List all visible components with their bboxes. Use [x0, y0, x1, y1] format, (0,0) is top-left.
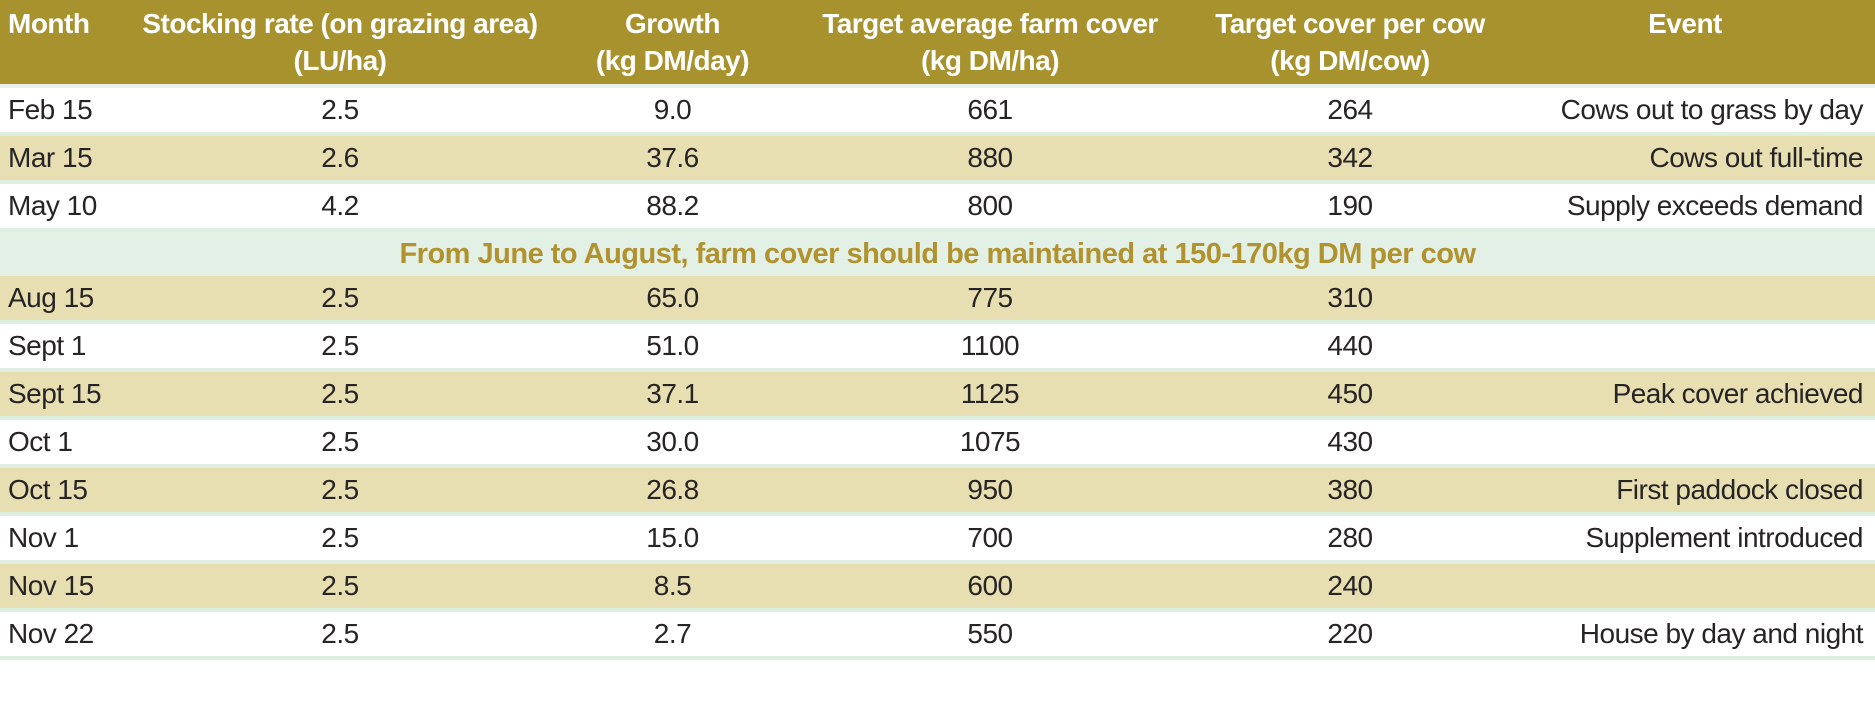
cell-month: Oct 15	[0, 468, 110, 516]
cell-cover-per-cow: 190	[1205, 184, 1495, 232]
table-row: Oct 15 2.5 26.8 950 380 First paddock closed	[0, 468, 1875, 516]
cell-farm-cover: 661	[775, 88, 1205, 136]
cell-stocking-rate: 2.5	[110, 612, 570, 660]
table-row: Sept 15 2.5 37.1 1125 450 Peak cover achieved	[0, 372, 1875, 420]
cell-month: Nov 22	[0, 612, 110, 660]
table-row: Nov 1 2.5 15.0 700 280 Supplement introduced	[0, 516, 1875, 564]
cell-month: Mar 15	[0, 136, 110, 184]
cell-farm-cover: 700	[775, 516, 1205, 564]
note-text: From June to August, farm cover should b…	[0, 232, 1875, 276]
table-row: Aug 15 2.5 65.0 775 310	[0, 276, 1875, 324]
header-cover-per-cow-label: Target cover per cow	[1215, 8, 1485, 39]
cell-stocking-rate: 2.5	[110, 564, 570, 612]
cell-stocking-rate: 2.5	[110, 420, 570, 468]
cell-cover-per-cow: 342	[1205, 136, 1495, 184]
table-body: Feb 15 2.5 9.0 661 264 Cows out to grass by d…	[0, 88, 1875, 660]
note-row: From June to August, farm cover should b…	[0, 232, 1875, 276]
cell-farm-cover: 950	[775, 468, 1205, 516]
table-row: Mar 15 2.6 37.6 880 342 Cows out full-time	[0, 136, 1875, 184]
cell-event: Supply exceeds demand	[1495, 184, 1875, 232]
cell-growth: 2.7	[570, 612, 775, 660]
cell-farm-cover: 800	[775, 184, 1205, 232]
header-growth-label: Growth	[625, 8, 721, 39]
header-stocking-rate-label: Stocking rate (on grazing area)	[142, 8, 538, 39]
cell-growth: 65.0	[570, 276, 775, 324]
header-month: Month	[0, 0, 110, 88]
cell-cover-per-cow: 440	[1205, 324, 1495, 372]
cell-stocking-rate: 2.5	[110, 324, 570, 372]
header-row: Month Stocking rate (on grazing area) (L…	[0, 0, 1875, 88]
table-row: Oct 1 2.5 30.0 1075 430	[0, 420, 1875, 468]
cell-stocking-rate: 2.5	[110, 468, 570, 516]
cell-growth: 30.0	[570, 420, 775, 468]
table-row: Feb 15 2.5 9.0 661 264 Cows out to grass by d…	[0, 88, 1875, 136]
cell-growth: 26.8	[570, 468, 775, 516]
cell-event: First paddock closed	[1495, 468, 1875, 516]
table-row: Nov 15 2.5 8.5 600 240	[0, 564, 1875, 612]
cell-event: Supplement introduced	[1495, 516, 1875, 564]
header-event-label: Event	[1648, 8, 1722, 39]
cell-farm-cover: 1100	[775, 324, 1205, 372]
cell-month: Feb 15	[0, 88, 110, 136]
cell-cover-per-cow: 380	[1205, 468, 1495, 516]
cell-growth: 9.0	[570, 88, 775, 136]
table-row: Sept 1 2.5 51.0 1100 440	[0, 324, 1875, 372]
header-farm-cover-label: Target average farm cover	[822, 8, 1158, 39]
header-event: Event	[1495, 0, 1875, 88]
cell-stocking-rate: 2.5	[110, 276, 570, 324]
table-row: May 10 4.2 88.2 800 190 Supply exceeds demand	[0, 184, 1875, 232]
cell-event: Cows out full-time	[1495, 136, 1875, 184]
cell-stocking-rate: 2.5	[110, 516, 570, 564]
cell-month: Oct 1	[0, 420, 110, 468]
cell-event: House by day and night	[1495, 612, 1875, 660]
cell-farm-cover: 1125	[775, 372, 1205, 420]
table-row: Nov 22 2.5 2.7 550 220 House by day and night	[0, 612, 1875, 660]
cell-cover-per-cow: 220	[1205, 612, 1495, 660]
cell-farm-cover: 550	[775, 612, 1205, 660]
cell-growth: 8.5	[570, 564, 775, 612]
data-table: Month Stocking rate (on grazing area) (L…	[0, 0, 1875, 660]
cell-farm-cover: 880	[775, 136, 1205, 184]
cell-event	[1495, 420, 1875, 468]
header-cover-per-cow: Target cover per cow (kg DM/cow)	[1205, 0, 1495, 88]
cell-event	[1495, 324, 1875, 372]
cell-month: Nov 15	[0, 564, 110, 612]
cell-stocking-rate: 2.6	[110, 136, 570, 184]
cell-cover-per-cow: 450	[1205, 372, 1495, 420]
cell-cover-per-cow: 264	[1205, 88, 1495, 136]
cell-farm-cover: 600	[775, 564, 1205, 612]
cell-event: Peak cover achieved	[1495, 372, 1875, 420]
cell-event	[1495, 276, 1875, 324]
cell-month: Nov 1	[0, 516, 110, 564]
cell-month: Aug 15	[0, 276, 110, 324]
cell-event	[1495, 564, 1875, 612]
cell-cover-per-cow: 240	[1205, 564, 1495, 612]
header-cover-per-cow-unit: (kg DM/cow)	[1270, 45, 1430, 76]
cell-growth: 51.0	[570, 324, 775, 372]
cell-growth: 37.6	[570, 136, 775, 184]
cell-stocking-rate: 2.5	[110, 372, 570, 420]
cell-growth: 88.2	[570, 184, 775, 232]
cell-stocking-rate: 2.5	[110, 88, 570, 136]
header-stocking-rate-unit: (LU/ha)	[293, 45, 387, 76]
header-stocking-rate: Stocking rate (on grazing area) (LU/ha)	[110, 0, 570, 88]
cell-cover-per-cow: 310	[1205, 276, 1495, 324]
grazing-targets-table: Month Stocking rate (on grazing area) (L…	[0, 0, 1875, 660]
cell-stocking-rate: 4.2	[110, 184, 570, 232]
header-growth: Growth (kg DM/day)	[570, 0, 775, 88]
header-farm-cover-unit: (kg DM/ha)	[920, 45, 1060, 76]
cell-cover-per-cow: 280	[1205, 516, 1495, 564]
cell-cover-per-cow: 430	[1205, 420, 1495, 468]
cell-growth: 15.0	[570, 516, 775, 564]
header-growth-unit: (kg DM/day)	[595, 45, 750, 76]
header-month-label: Month	[8, 8, 90, 39]
cell-event: Cows out to grass by day	[1495, 88, 1875, 136]
cell-farm-cover: 1075	[775, 420, 1205, 468]
cell-farm-cover: 775	[775, 276, 1205, 324]
cell-month: May 10	[0, 184, 110, 232]
cell-month: Sept 1	[0, 324, 110, 372]
header-farm-cover: Target average farm cover (kg DM/ha)	[775, 0, 1205, 88]
cell-growth: 37.1	[570, 372, 775, 420]
cell-month: Sept 15	[0, 372, 110, 420]
